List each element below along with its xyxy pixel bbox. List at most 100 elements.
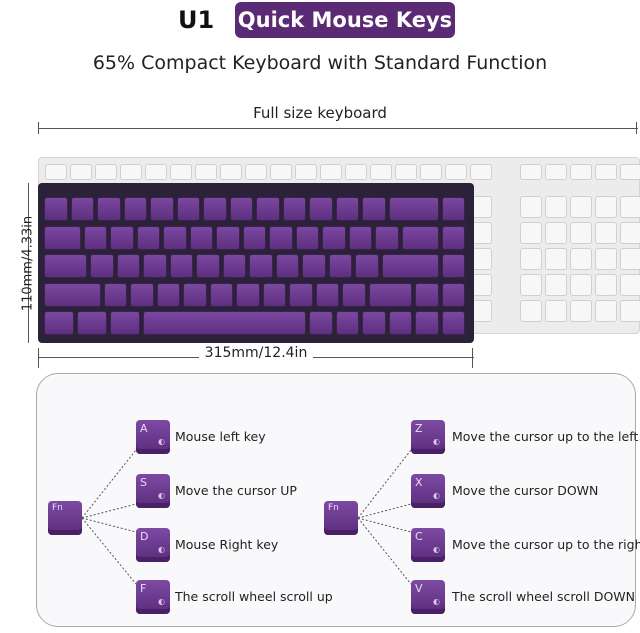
key (44, 225, 81, 250)
key (203, 197, 227, 221)
key (362, 197, 386, 221)
mouse-up-icon: ◐ (158, 491, 165, 500)
key (44, 254, 88, 278)
compact-keyboard-image (38, 183, 474, 343)
key (97, 197, 121, 221)
key (103, 282, 128, 307)
key (570, 248, 592, 270)
key (620, 274, 640, 296)
key (395, 164, 417, 180)
key-description: Move the cursor up to the right (452, 537, 640, 552)
dim-tick (472, 348, 473, 368)
key (309, 197, 333, 221)
key (95, 164, 117, 180)
scroll-down-icon: ◐ (433, 597, 440, 606)
key (242, 225, 267, 250)
key (415, 311, 439, 335)
key (222, 254, 247, 278)
key (170, 164, 192, 180)
subtitle: 65% Compact Keyboard with Standard Funct… (92, 52, 548, 74)
key (445, 164, 467, 180)
cursor-up-left-icon: ◐ (433, 437, 440, 446)
key (342, 282, 366, 307)
key-legend: A (140, 422, 148, 435)
key (441, 225, 465, 250)
key (45, 164, 67, 180)
key (322, 225, 346, 250)
key (295, 225, 320, 250)
key (545, 248, 567, 270)
key-legend: V (415, 582, 423, 595)
key-description: Mouse left key (175, 429, 266, 444)
key (163, 225, 187, 250)
key (196, 254, 220, 278)
key (136, 225, 161, 250)
fn-key-right: Fn (324, 501, 358, 535)
cursor-up-right-icon: ◐ (433, 545, 440, 554)
key (123, 197, 147, 221)
scroll-up-icon: ◐ (158, 597, 165, 606)
key (236, 282, 260, 307)
key (275, 254, 300, 278)
key (441, 254, 465, 278)
key-legend: S (140, 476, 147, 489)
key (370, 164, 392, 180)
key (143, 311, 306, 335)
key (595, 274, 617, 296)
cursor-down-icon: ◐ (433, 491, 440, 500)
connector-line (81, 503, 137, 519)
key (77, 311, 108, 335)
key (348, 225, 373, 250)
key (355, 254, 379, 278)
connector-line (81, 449, 137, 519)
key (110, 225, 134, 250)
width-label-wrap: 315mm/12.4in (0, 345, 512, 361)
key (595, 300, 617, 322)
key-legend: F (140, 582, 147, 595)
key (520, 222, 542, 244)
key (368, 282, 412, 307)
key (595, 222, 617, 244)
key (83, 225, 108, 250)
key (249, 254, 273, 278)
key-v: V ◐ (411, 580, 445, 614)
key (570, 274, 592, 296)
key (150, 197, 174, 221)
key (245, 164, 267, 180)
key (70, 197, 94, 221)
key (169, 254, 194, 278)
width-label: 315mm/12.4in (198, 345, 314, 361)
key (183, 282, 207, 307)
key (256, 197, 280, 221)
key (289, 282, 313, 307)
key (570, 164, 592, 180)
key-description: Mouse Right key (175, 537, 279, 552)
key (470, 164, 492, 180)
key (362, 311, 386, 335)
key (44, 311, 75, 335)
key (520, 274, 542, 296)
key (388, 311, 412, 335)
key-description: The scroll wheel scroll up (175, 589, 333, 604)
key (520, 196, 542, 218)
key (441, 282, 465, 307)
key-s: S ◐ (136, 474, 170, 508)
title-badge: Quick Mouse Keys (235, 2, 455, 38)
key (209, 282, 234, 307)
key (90, 254, 114, 278)
key (595, 248, 617, 270)
key-legend: X (415, 476, 423, 489)
model-code: U1 (178, 6, 215, 34)
mouse-right-icon: ◐ (158, 545, 165, 554)
key (295, 164, 317, 180)
full-size-label: Full size keyboard (253, 104, 387, 122)
key (229, 197, 253, 221)
key (620, 222, 640, 244)
key (335, 311, 359, 335)
connector-line (81, 517, 137, 533)
key (375, 225, 399, 250)
key (401, 225, 439, 250)
key (44, 282, 101, 307)
dim-tick (38, 122, 39, 134)
